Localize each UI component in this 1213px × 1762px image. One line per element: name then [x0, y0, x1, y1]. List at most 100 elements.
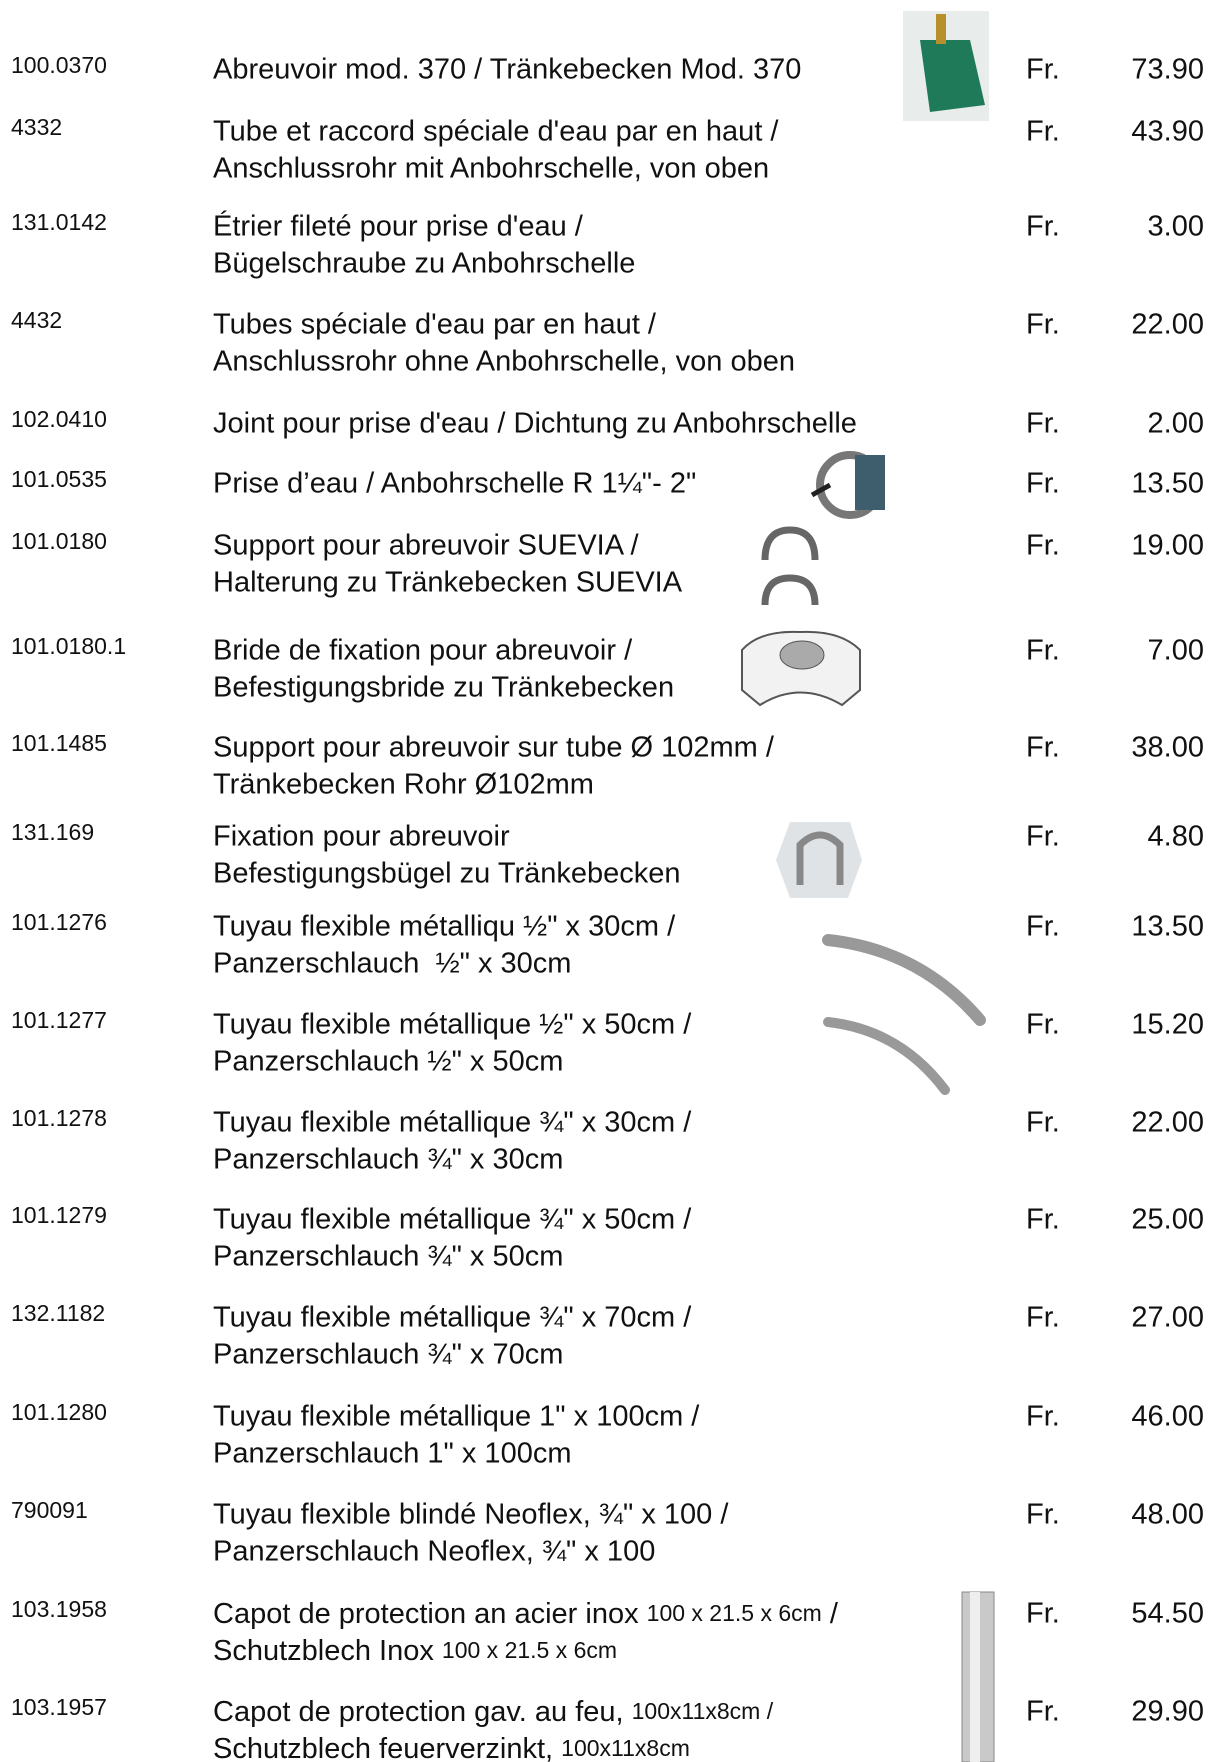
- price: 73.90: [1131, 54, 1204, 86]
- item-description: Joint pour prise d'eau / Dichtung zu Anb…: [213, 408, 857, 440]
- item-code: 100.0370: [11, 52, 107, 78]
- item-code: 131.0142: [11, 209, 107, 235]
- support-image: [761, 526, 819, 606]
- item-code: 103.1958: [11, 1596, 107, 1622]
- price: 29.90: [1131, 1696, 1204, 1728]
- price: 13.50: [1131, 911, 1204, 943]
- item-code: 790091: [11, 1497, 88, 1523]
- item-description: Schutzblech Inox 100 x 21.5 x 6cm: [213, 1635, 617, 1667]
- currency: Fr.: [1026, 211, 1060, 243]
- currency: Fr.: [1026, 54, 1060, 86]
- description-part: Capot de protection an acier inox: [213, 1598, 647, 1630]
- price: 27.00: [1131, 1302, 1204, 1334]
- item-description: Befestigungsbügel zu Tränkebecken: [213, 858, 681, 890]
- item-description: Support pour abreuvoir SUEVIA /: [213, 530, 640, 562]
- price: 2.00: [1148, 408, 1204, 440]
- price: 15.20: [1131, 1009, 1204, 1041]
- currency: Fr.: [1026, 1401, 1060, 1433]
- currency: Fr.: [1026, 1204, 1060, 1236]
- currency: Fr.: [1026, 1302, 1060, 1334]
- price: 19.00: [1131, 530, 1204, 562]
- item-description: Tuyau flexible métalliqu ½" x 30cm /: [213, 911, 676, 943]
- item-code: 101.0535: [11, 466, 107, 492]
- description-part: Schutzblech Inox: [213, 1635, 442, 1667]
- item-description: Tuyau flexible métallique ½" x 50cm /: [213, 1009, 692, 1041]
- description-part: Capot de protection gav. au feu,: [213, 1696, 632, 1728]
- item-description: Tuyau flexible métallique 1" x 100cm /: [213, 1401, 700, 1433]
- item-description: Capot de protection an acier inox 100 x …: [213, 1598, 839, 1630]
- currency: Fr.: [1026, 1499, 1060, 1531]
- item-description: Tuyau flexible métallique ¾" x 70cm /: [213, 1302, 692, 1334]
- currency: Fr.: [1026, 732, 1060, 764]
- description-part: 100 x 21.5 x 6cm: [647, 1600, 822, 1626]
- product-images: [741, 11, 995, 1762]
- item-description: Panzerschlauch ½" x 50cm: [213, 1046, 563, 1078]
- price: 48.00: [1131, 1499, 1204, 1531]
- item-code: 101.1485: [11, 730, 107, 756]
- price: 38.00: [1131, 732, 1204, 764]
- item-description: Tuyau flexible blindé Neoflex, ¾" x 100 …: [213, 1499, 729, 1531]
- item-description: Panzerschlauch ¾" x 70cm: [213, 1339, 563, 1371]
- item-description: Panzerschlauch ¾" x 30cm: [213, 1144, 563, 1176]
- item-description: Anschlussrohr mit Anbohrschelle, von obe…: [213, 153, 769, 185]
- description-part: Schutzblech feuerverzinkt,: [213, 1733, 561, 1762]
- currency: Fr.: [1026, 911, 1060, 943]
- currency: Fr.: [1026, 635, 1060, 667]
- item-description: Bügelschraube zu Anbohrschelle: [213, 248, 635, 280]
- clamp-image: [810, 451, 885, 519]
- item-description: Panzerschlauch 1" x 100cm: [213, 1438, 571, 1470]
- price: 3.00: [1148, 211, 1204, 243]
- item-code: 101.1278: [11, 1105, 107, 1131]
- item-description: Schutzblech feuerverzinkt, 100x11x8cm: [213, 1733, 690, 1762]
- item-code: 132.1182: [11, 1300, 105, 1326]
- item-description: Prise d’eau / Anbohrschelle R 1¼"- 2": [213, 468, 696, 500]
- currency: Fr.: [1026, 821, 1060, 853]
- price: 7.00: [1148, 635, 1204, 667]
- description-part: /: [822, 1598, 839, 1630]
- item-code: 102.0410: [11, 406, 107, 432]
- item-description: Tränkebecken Rohr Ø102mm: [213, 769, 594, 801]
- item-code: 101.1277: [11, 1007, 107, 1033]
- item-code: 101.1279: [11, 1202, 107, 1228]
- item-code: 131.169: [11, 819, 94, 845]
- item-description: Anschlussrohr ohne Anbohrschelle, von ob…: [213, 346, 795, 378]
- description-part: 100x11x8cm: [561, 1735, 690, 1761]
- item-description: Abreuvoir mod. 370 / Tränkebecken Mod. 3…: [213, 54, 801, 86]
- description-part: 100 x 21.5 x 6cm: [442, 1637, 617, 1663]
- currency: Fr.: [1026, 1696, 1060, 1728]
- currency: Fr.: [1026, 530, 1060, 562]
- item-description: Befestigungsbride zu Tränkebecken: [213, 672, 674, 704]
- drinking-bowl-image: [903, 11, 989, 121]
- item-code: 4332: [11, 114, 62, 140]
- currency: Fr.: [1026, 1107, 1060, 1139]
- u-bolt-image: [776, 822, 862, 898]
- price: 13.50: [1131, 468, 1204, 500]
- item-description: Halterung zu Tränkebecken SUEVIA: [213, 567, 683, 599]
- item-description: Tubes spéciale d'eau par en haut /: [213, 309, 657, 341]
- item-code: 101.0180.1: [11, 633, 126, 659]
- currency: Fr.: [1026, 1009, 1060, 1041]
- item-description: Support pour abreuvoir sur tube Ø 102mm …: [213, 732, 775, 764]
- price: 22.00: [1131, 1107, 1204, 1139]
- price: 43.90: [1131, 116, 1204, 148]
- currency: Fr.: [1026, 116, 1060, 148]
- price: 4.80: [1148, 821, 1204, 853]
- flange-image: [741, 630, 861, 707]
- currency: Fr.: [1026, 468, 1060, 500]
- item-description: Panzerschlauch ¾" x 50cm: [213, 1241, 563, 1273]
- item-description: Bride de fixation pour abreuvoir /: [213, 635, 633, 667]
- price: 25.00: [1131, 1204, 1204, 1236]
- hose-images: [822, 934, 986, 1095]
- currency: Fr.: [1026, 1598, 1060, 1630]
- item-code: 4432: [11, 307, 62, 333]
- item-description: Étrier fileté pour prise d'eau /: [213, 210, 584, 243]
- price: 54.50: [1131, 1598, 1204, 1630]
- price: 22.00: [1131, 309, 1204, 341]
- item-description: Panzerschlauch Neoflex, ¾" x 100: [213, 1536, 655, 1568]
- cover-image: [961, 1591, 995, 1762]
- item-description: Capot de protection gav. au feu, 100x11x…: [213, 1696, 774, 1728]
- currency: Fr.: [1026, 408, 1060, 440]
- item-description: Tube et raccord spéciale d'eau par en ha…: [213, 116, 779, 148]
- rows: 100.0370 Abreuvoir mod. 370 / Tränkebecke…: [11, 52, 1204, 1762]
